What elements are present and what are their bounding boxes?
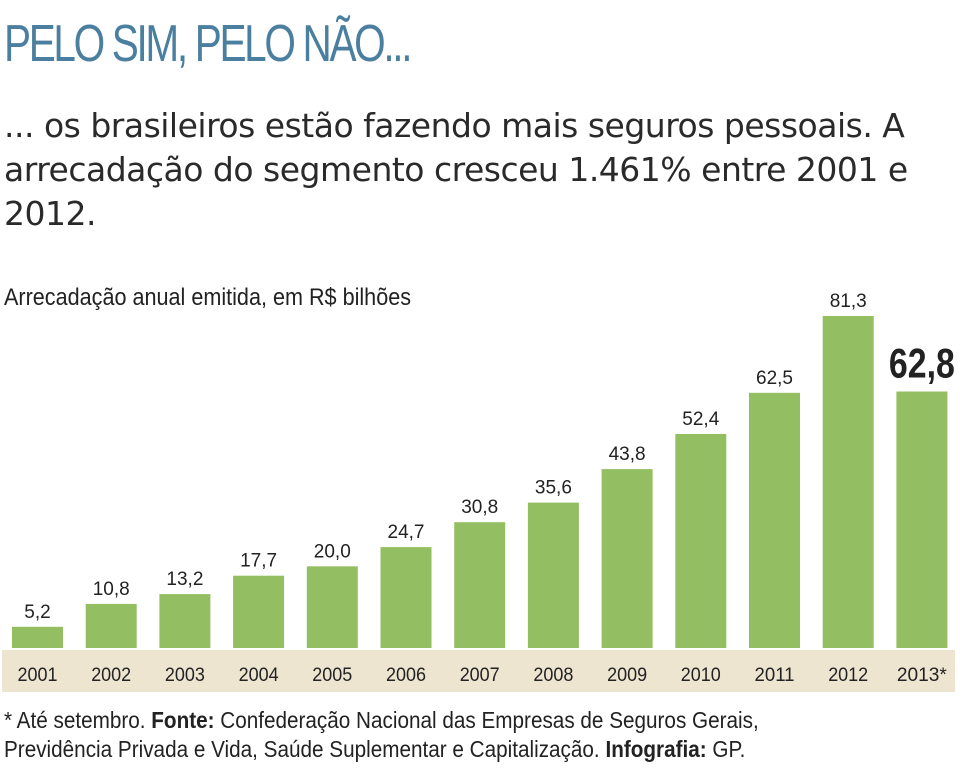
bar-2011 [749,392,800,648]
source-text-2: Previdência Privada e Vida, Saúde Suplem… [4,736,600,762]
tick-label-2006: 2006 [386,665,426,686]
bar-2013* [896,391,948,648]
tick-label-2008: 2008 [533,665,573,686]
bar-2001 [12,626,63,648]
value-label-2007: 30,8 [461,497,498,518]
source-label: Fonte: [151,707,215,733]
chart-subtitle: ... os brasileiros estão fazendo mais se… [4,106,908,233]
tick-label-2010: 2010 [681,665,721,686]
value-label-2011: 62,5 [756,368,793,389]
value-label-2001: 5,2 [24,602,50,623]
tick-label-2001: 2001 [18,665,58,686]
credit-label: Infografia: [605,736,707,762]
bar-2004 [233,575,285,648]
source-text: Confederação Nacional das Empresas de Se… [220,707,759,733]
bar-2002 [85,603,137,648]
y-axis-label: Arrecadação anual emitida, em R$ bilhões [4,284,412,311]
value-label-2002: 10,8 [93,579,130,600]
tick-label-2012: 2012 [828,665,868,686]
tick-label-2002: 2002 [91,665,131,686]
value-label-2010: 52,4 [682,409,719,430]
value-label-2012: 81,3 [830,291,867,312]
value-label-2004: 17,7 [240,551,277,572]
tick-label-2013*: 2013* [897,665,948,686]
tick-label-2011: 2011 [755,665,795,686]
value-label-2006: 24,7 [388,522,425,543]
footnote-note: * Até setembro. [4,707,146,733]
tick-label-2007: 2007 [460,665,500,686]
bar-2009 [601,469,653,648]
bar-2003 [159,594,211,648]
credit-text: GP. [712,736,746,762]
value-label-2013*: 62,8 [889,340,955,387]
tick-label-2005: 2005 [312,665,352,686]
bar-2008 [527,502,579,648]
x-axis-band [2,650,955,692]
value-label-2003: 13,2 [166,569,203,590]
bar-2006 [380,547,432,648]
value-label-2009: 43,8 [609,444,646,465]
bar-2012 [822,316,874,648]
value-label-2005: 20,0 [314,541,351,562]
tick-label-2004: 2004 [239,665,279,686]
footnote: * Até setembro. Fonte: Confederação Naci… [4,706,859,764]
bar-2010 [675,434,727,648]
value-label-2008: 35,6 [535,478,572,499]
bar-2005 [306,566,358,648]
bars-group: 5,2 2001 10,8 2002 13,2 2003 17,7 2004 20,0 2005 2… [12,291,955,686]
chart-title: PELO SIM, PELO NÃO... [4,15,413,73]
bar-chart: 5,2 2001 10,8 2002 13,2 2003 17,7 2004 20,0 2005 2… [2,291,955,692]
tick-label-2003: 2003 [165,665,205,686]
bar-2007 [454,522,506,648]
tick-label-2009: 2009 [607,665,647,686]
